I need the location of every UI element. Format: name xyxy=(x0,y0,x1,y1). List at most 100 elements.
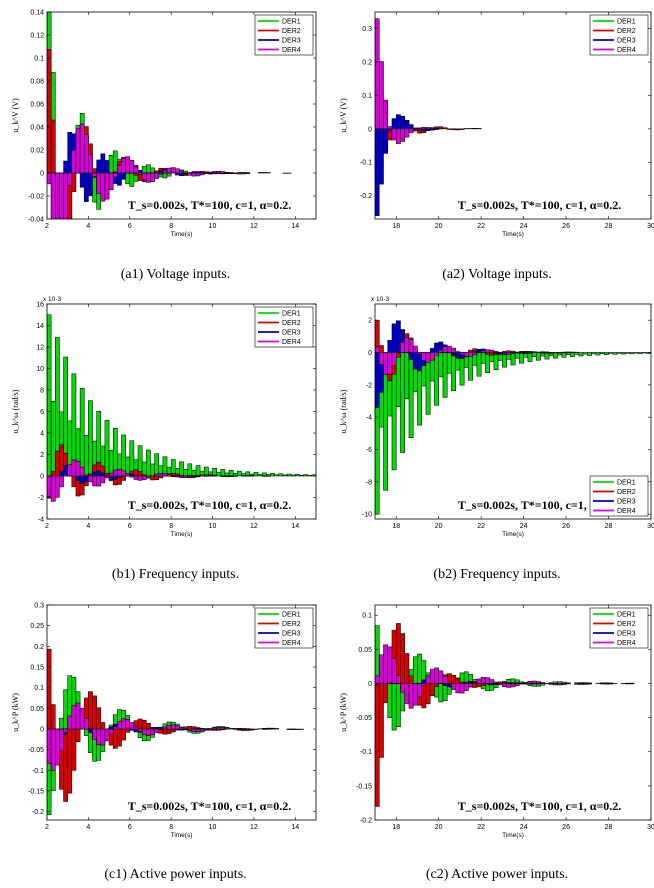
bar-der4 xyxy=(438,670,444,684)
chart-a2: 18 20 22 24 26 28 30 -0.2 -0.1 0 0.1 0.2 0.3 Time(s) u… xyxy=(339,11,654,282)
bar-der2 xyxy=(117,728,122,747)
plot-bars xyxy=(47,12,292,219)
bar-der2 xyxy=(121,475,126,481)
bar-der4 xyxy=(224,475,230,478)
y-axis-label: u_k^P (kW) xyxy=(339,693,348,732)
bar-der4 xyxy=(429,127,435,130)
bar-der4 xyxy=(536,681,541,684)
x-tick-label: 24 xyxy=(520,223,528,230)
bar-der4 xyxy=(121,157,126,174)
bar-der1 xyxy=(50,401,56,477)
bar-der1 xyxy=(88,400,93,477)
bar-der1 xyxy=(629,352,635,355)
bar-der4 xyxy=(129,722,135,730)
bar-der4 xyxy=(472,682,478,684)
bar-der1 xyxy=(553,352,558,359)
x-tick-label: 20 xyxy=(435,523,443,530)
bar-der2 xyxy=(71,172,77,193)
bar-der4 xyxy=(404,337,410,353)
legend-label-der4: DER4 xyxy=(282,47,301,54)
y-tick-label: 4 xyxy=(40,431,44,438)
y-tick-label: 0.02 xyxy=(30,148,44,155)
bar-der1 xyxy=(112,427,118,477)
bar-der1 xyxy=(582,352,588,355)
x-tick-label: 26 xyxy=(562,523,570,530)
axes-frame xyxy=(46,11,317,220)
bar-der4 xyxy=(574,682,580,684)
bar-der1 xyxy=(400,352,406,453)
y-tick-label: 0.14 xyxy=(30,10,44,17)
bar-der2 xyxy=(166,728,172,734)
bar-der2 xyxy=(170,472,176,477)
x-tick-label: 28 xyxy=(605,223,613,230)
x-tick-label: 2 xyxy=(45,223,49,230)
subfigure-caption: (b2) Frequency inputs. xyxy=(433,567,560,582)
bar-der2 xyxy=(133,172,139,176)
bar-der1 xyxy=(274,728,280,730)
bar-der1 xyxy=(154,453,160,477)
bar-der4 xyxy=(75,460,81,477)
y-tick-label: 0.3 xyxy=(34,603,44,610)
bar-der4 xyxy=(480,350,486,353)
bar-der4 xyxy=(523,351,529,353)
bar-der4 xyxy=(137,475,143,481)
bar-der4 xyxy=(108,172,114,191)
bar-der4 xyxy=(117,165,122,174)
bar-der4 xyxy=(608,683,614,685)
bar-der2 xyxy=(154,475,160,481)
bar-der4 xyxy=(187,172,193,176)
bar-der2 xyxy=(451,674,456,684)
legend: DER1 DER2 DER3 DER4 xyxy=(589,14,649,56)
bar-der4 xyxy=(75,702,81,730)
bar-der3 xyxy=(121,172,126,180)
bar-der2 xyxy=(137,471,143,477)
y-tick-label: -0.1 xyxy=(360,160,372,167)
bar-der1 xyxy=(408,352,414,439)
bar-der3 xyxy=(96,159,102,174)
bar-der4 xyxy=(96,172,102,194)
bar-der1 xyxy=(179,461,184,477)
bar-der2 xyxy=(191,726,197,730)
bar-der2 xyxy=(459,128,465,130)
bar-der4 xyxy=(63,474,68,477)
bar-der1 xyxy=(387,683,393,718)
bar-der4 xyxy=(557,683,563,686)
bar-der2 xyxy=(75,728,81,742)
bar-der1 xyxy=(438,352,444,378)
bar-der4 xyxy=(141,475,147,480)
legend-label-der1: DER1 xyxy=(617,612,636,619)
bar-der4 xyxy=(83,134,89,174)
subfigure-caption: (a2) Voltage inputs. xyxy=(442,267,552,282)
bar-der4 xyxy=(88,154,93,174)
y-tick-label: -0.1 xyxy=(360,749,372,756)
bar-der1 xyxy=(220,469,226,477)
bar-der4 xyxy=(451,683,456,690)
bar-der3 xyxy=(375,128,380,216)
bar-der1 xyxy=(228,728,234,730)
bar-der2 xyxy=(92,695,97,730)
y-tick-label: 0.3 xyxy=(362,26,372,33)
bar-der1 xyxy=(480,352,486,364)
y-tick-label: 0 xyxy=(368,350,372,357)
bar-der4 xyxy=(514,683,520,686)
y-tick-label: -0.04 xyxy=(28,217,44,224)
bar-der2 xyxy=(187,726,193,730)
legend-label-der4: DER4 xyxy=(282,640,301,647)
bar-der4 xyxy=(425,352,431,363)
bar-der2 xyxy=(455,678,461,684)
bar-der1 xyxy=(303,474,308,477)
bar-der3 xyxy=(429,348,435,353)
bar-der1 xyxy=(485,683,490,692)
bar-der1 xyxy=(195,465,201,477)
bar-der4 xyxy=(224,172,230,174)
bar-der4 xyxy=(463,683,469,691)
bar-der1 xyxy=(274,474,280,477)
bar-der1 xyxy=(129,440,135,477)
bar-der1 xyxy=(612,352,618,355)
bar-der2 xyxy=(434,683,439,687)
bar-der4 xyxy=(108,728,114,735)
bar-der1 xyxy=(595,352,601,356)
y-tick-label: -0.15 xyxy=(28,789,44,796)
bar-der4 xyxy=(187,475,193,478)
bar-der4 xyxy=(417,683,422,697)
